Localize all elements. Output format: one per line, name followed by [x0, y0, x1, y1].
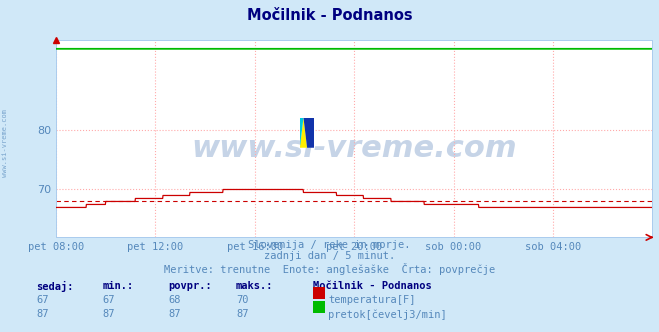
Text: 87: 87 — [36, 309, 49, 319]
Text: 67: 67 — [102, 295, 115, 305]
Text: 87: 87 — [236, 309, 248, 319]
Text: 87: 87 — [168, 309, 181, 319]
Text: 87: 87 — [102, 309, 115, 319]
Text: maks.:: maks.: — [236, 281, 273, 290]
Polygon shape — [304, 118, 314, 148]
Text: sedaj:: sedaj: — [36, 281, 74, 291]
Text: temperatura[F]: temperatura[F] — [328, 295, 416, 305]
Text: Močilnik - Podnanos: Močilnik - Podnanos — [313, 281, 432, 290]
Text: www.si-vreme.com: www.si-vreme.com — [191, 134, 517, 163]
Text: Slovenija / reke in morje.: Slovenija / reke in morje. — [248, 240, 411, 250]
Polygon shape — [300, 118, 304, 148]
Text: 67: 67 — [36, 295, 49, 305]
Text: 68: 68 — [168, 295, 181, 305]
Text: 70: 70 — [236, 295, 248, 305]
Text: povpr.:: povpr.: — [168, 281, 212, 290]
Text: pretok[čevelj3/min]: pretok[čevelj3/min] — [328, 309, 447, 320]
Text: min.:: min.: — [102, 281, 133, 290]
Polygon shape — [300, 118, 307, 148]
Text: zadnji dan / 5 minut.: zadnji dan / 5 minut. — [264, 251, 395, 261]
Text: www.si-vreme.com: www.si-vreme.com — [2, 109, 9, 177]
Text: Meritve: trenutne  Enote: anglešaške  Črta: povprečje: Meritve: trenutne Enote: anglešaške Črta… — [164, 263, 495, 275]
Text: Močilnik - Podnanos: Močilnik - Podnanos — [246, 8, 413, 23]
